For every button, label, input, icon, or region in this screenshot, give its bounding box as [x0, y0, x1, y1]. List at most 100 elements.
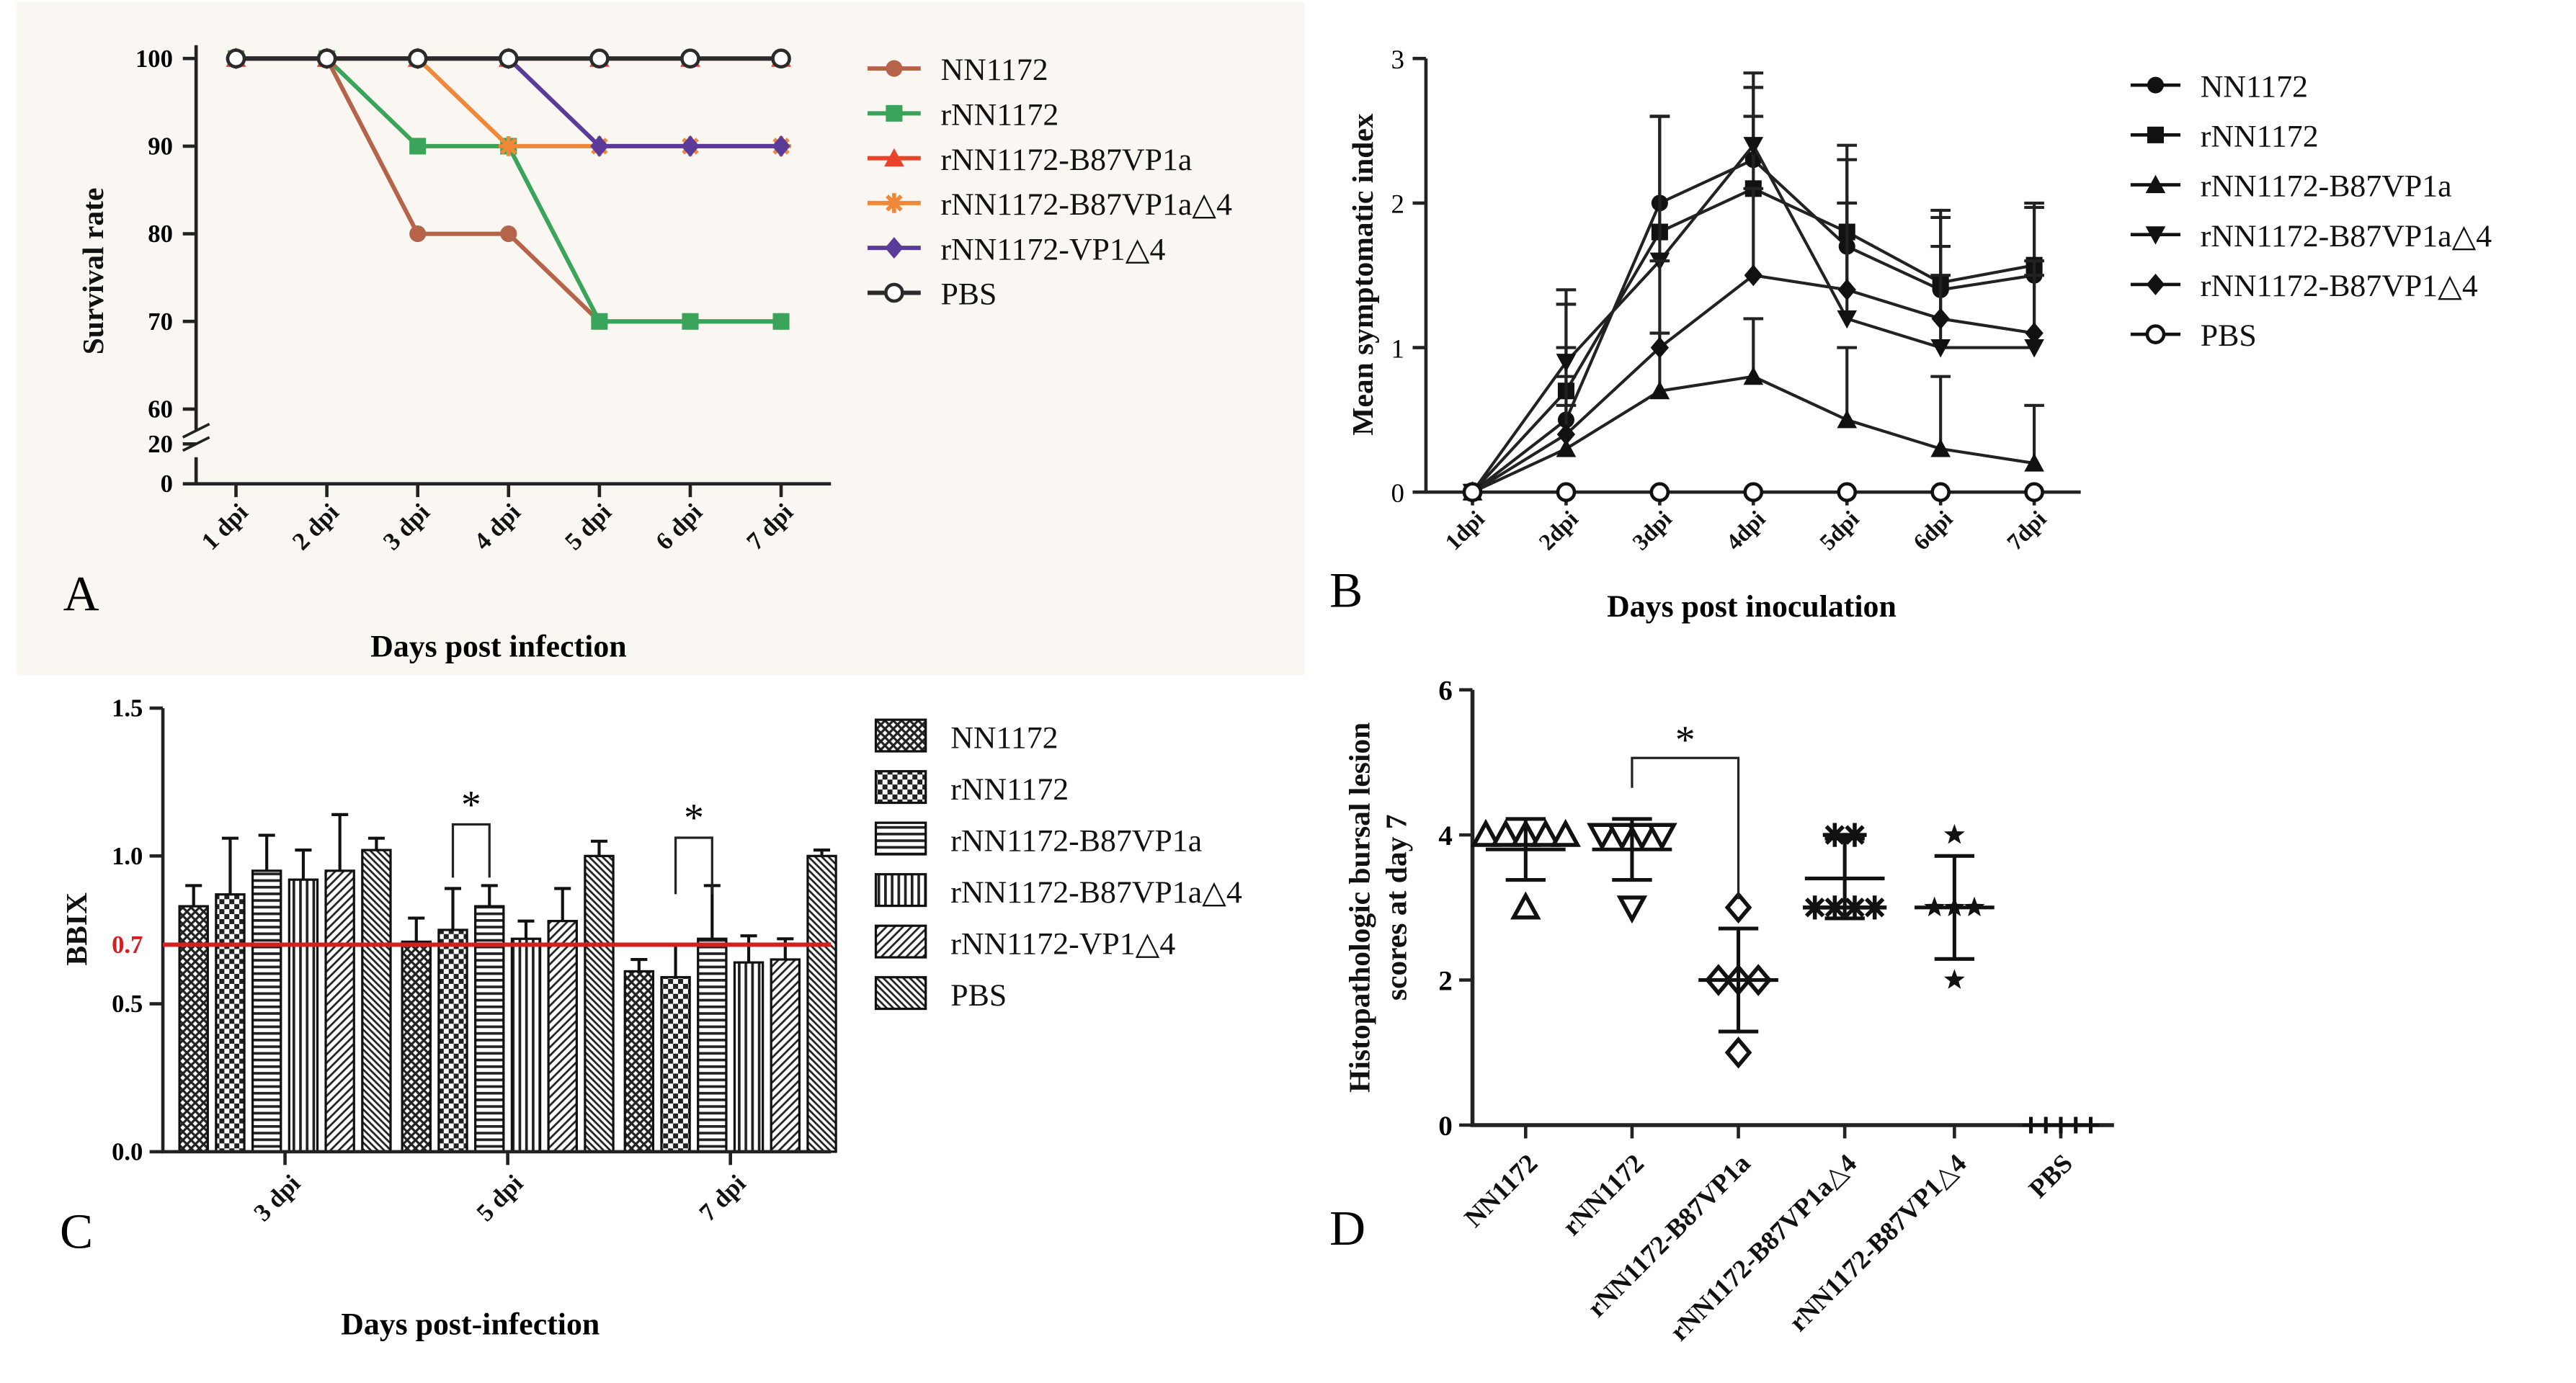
legend-label-c-2: rNN1172-B87VP1a: [950, 823, 1202, 858]
point-d-5-2: [2052, 1116, 2069, 1134]
ytick-label-b-0: 0: [1391, 478, 1404, 508]
series-c-1: [215, 836, 691, 1153]
xtick-label-b-2: 3dpi: [1627, 506, 1677, 555]
xlabel-a: Days post infection: [370, 630, 626, 664]
series-c-4: [324, 813, 801, 1153]
errorbar-b-1-6: [2024, 205, 2044, 266]
point-a-0-3: [500, 225, 517, 243]
point-d-5-4: [2082, 1116, 2100, 1134]
ylabel-d-line1: Histopathologic bursal lesion: [1343, 722, 1376, 1093]
point-d-5-3: [2067, 1116, 2085, 1134]
series-b-2: [1462, 317, 2044, 501]
point-d-1-3: [1616, 895, 1648, 924]
point-a-4-6: [772, 135, 790, 157]
point-b-2-3: [1743, 366, 1764, 385]
xlabel-c: Days post-infection: [341, 1307, 600, 1342]
point-b-4-6: [2025, 322, 2044, 344]
legend-marker-a-4: [885, 237, 904, 259]
xtick-label-c-1: 5 dpi: [471, 1170, 528, 1227]
point-a-5-0: [226, 48, 246, 69]
legend-marker-a-0: [886, 60, 903, 77]
point-d-0-5: [1550, 818, 1581, 847]
point-d-3-3: [1822, 895, 1847, 920]
series-c-2: [251, 833, 728, 1153]
legend-marker-b-2: [2145, 174, 2166, 194]
point-a-4-5: [681, 135, 700, 157]
bar-c-5-2: [806, 854, 837, 1153]
series-line-b-2: [1471, 375, 2035, 494]
group-d-3: [1803, 823, 1887, 921]
point-b-5-6: [2024, 482, 2044, 503]
bar-c-5-1: [584, 854, 615, 1153]
series-b-4: [1463, 187, 2044, 503]
point-b-4-1: [1556, 423, 1576, 445]
point-b-4-2: [1650, 336, 1670, 359]
series-c-3: [288, 849, 765, 1153]
bar-c-3-0: [288, 878, 319, 1153]
series-b-5: [1462, 482, 2044, 503]
errorbar-c-4-2: [777, 937, 794, 960]
ytick-label-a-upper-0: 60: [148, 395, 173, 423]
point-d-3-2: [1803, 895, 1827, 920]
xlabel-b: Days post inoculation: [1607, 589, 1897, 624]
ytick-label-a-upper-1: 70: [148, 308, 173, 336]
errorbar-c-5-1: [590, 839, 608, 856]
point-d-0-0: [1470, 818, 1502, 847]
bar-c-1-2: [660, 976, 691, 1153]
point-b-5-2: [1649, 482, 1670, 503]
point-d-2-4: [1724, 1036, 1752, 1069]
legend-swatch-c-1: [874, 770, 927, 805]
reference-label-c: 0.7: [112, 931, 143, 959]
point-b-3-6: [2024, 339, 2044, 358]
errorbar-c-1-2: [667, 943, 685, 977]
significance-label-c-1: *: [684, 796, 704, 840]
point-a-4-4: [590, 135, 609, 157]
point-b-5-5: [1930, 482, 1951, 503]
bar-c-2-2: [697, 937, 728, 1153]
errorbar-c-2-1: [481, 884, 498, 907]
point-a-3-3: [498, 136, 519, 156]
point-d-1-1: [1606, 823, 1638, 851]
errorbar-c-4-0: [331, 813, 349, 871]
bar-c-0-2: [623, 970, 655, 1153]
legend-marker-b-3: [2145, 226, 2166, 245]
point-d-5-1: [2037, 1116, 2054, 1134]
ytick-label-c-0: 0.0: [112, 1138, 143, 1165]
point-a-5-2: [407, 48, 428, 69]
bar-c-5-0: [361, 849, 392, 1153]
point-d-1-2: [1626, 823, 1658, 851]
group-d-1: [1587, 817, 1677, 924]
point-b-2-4: [1837, 410, 1858, 429]
errorbar-c-0-1: [408, 916, 425, 942]
point-b-5-0: [1462, 482, 1483, 503]
point-d-0-4: [1510, 891, 1541, 920]
errorbar-c-0-0: [185, 884, 202, 907]
legend-swatch-c-0: [874, 718, 927, 753]
ytick-label-d-2: 4: [1438, 820, 1453, 851]
ytick-label-d-3: 6: [1438, 676, 1453, 707]
xtick-label-d-5: PBS: [2023, 1148, 2078, 1204]
significance-label-d-0: *: [1675, 717, 1695, 761]
legend-marker-a-1: [886, 104, 903, 122]
legend-label-b-5: PBS: [2201, 318, 2257, 353]
errorbar-b-4-4: [1837, 201, 1858, 290]
errorbar-b-3-3: [1743, 71, 1764, 146]
legend-label-a-4: rNN1172-VP1△4: [940, 232, 1165, 267]
xtick-label-c-2: 7 dpi: [694, 1170, 751, 1227]
ytick-label-a-upper-4: 100: [135, 45, 173, 73]
legend-marker-b-4: [2146, 273, 2165, 295]
series-c-0: [178, 884, 655, 1153]
group-d-4: [1915, 823, 1995, 989]
point-d-5-0: [2022, 1116, 2040, 1134]
point-a-1-6: [772, 313, 790, 330]
ytick-label-c-2: 1.0: [112, 843, 143, 870]
legend-marker-a-2: [884, 148, 904, 167]
point-a-5-6: [771, 48, 791, 69]
ytick-label-c-1: 0.5: [112, 990, 143, 1018]
ytick-label-d-0: 0: [1438, 1111, 1453, 1142]
point-a-1-2: [409, 138, 427, 155]
errorbar-b-4-6: [2024, 259, 2044, 334]
legend-swatch-c-5: [874, 976, 927, 1011]
